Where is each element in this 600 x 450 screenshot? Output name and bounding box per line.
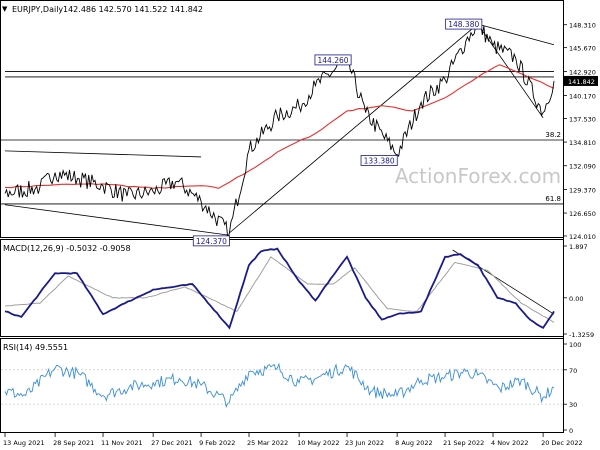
moving-average-line [4, 64, 555, 189]
time-axis: 13 Aug 2021 28 Sep 2021 11 Nov 2021 27 Dec … [3, 433, 583, 447]
time-axis-label: 25 Mar 2022 [247, 439, 288, 447]
swing-price-label-box [445, 18, 483, 30]
macd-panel [4, 247, 555, 330]
rsi-panel [1, 362, 563, 408]
price-axis-label: 142.920 [569, 69, 596, 77]
price-axis-label: 145.670 [569, 45, 596, 53]
time-axis-label: 20 Dec 2022 [541, 439, 583, 447]
time-axis-label: 8 Aug 2022 [395, 439, 433, 447]
price-axis-label: 134.810 [569, 139, 596, 147]
symbol-label: EURJPY,Daily [12, 5, 63, 14]
swing-price-label-box [192, 235, 230, 247]
price-axis-label: 129.370 [569, 186, 596, 194]
fibonacci-level-label: 61.8 [545, 195, 561, 203]
signal-line [4, 256, 555, 323]
rsi-axis: 100 70 30 0 [563, 341, 581, 435]
macd-axis-label: -1.3259 [569, 331, 594, 339]
price-panel-frame [0, 0, 564, 238]
rsi-title: RSI(14) 49.5551 [3, 343, 68, 352]
macd-axis: 1.897 0.00 -1.3259 [563, 243, 594, 339]
time-axis-label: 9 Feb 2022 [199, 439, 235, 447]
macd-axis-label: 0.00 [569, 295, 583, 303]
rsi-axis-label: 30 [569, 401, 577, 409]
price-axis: 148.310 145.670 142.920 140.170 137.530 134.8… [563, 22, 598, 241]
time-axis-label: 27 Dec 2021 [151, 439, 193, 447]
rsi-axis-label: 0 [569, 427, 573, 435]
rsi-axis-label: 100 [569, 341, 581, 349]
swing-price-label: 124.370 [196, 237, 227, 246]
price-axis-label: 126.650 [569, 210, 596, 218]
time-axis-label: 28 Sep 2021 [53, 439, 94, 447]
trendline [477, 23, 555, 46]
macd-title: MACD(12,26,9) -0.5032 -0.9058 [3, 244, 131, 253]
rsi-line [4, 362, 555, 408]
time-axis-label: 11 Nov 2021 [101, 439, 143, 447]
swing-price-label-box [360, 155, 398, 166]
trendline [4, 204, 230, 236]
dropdown-triangle-icon[interactable]: ▼ [2, 5, 8, 13]
price-panel: 38.2 61.8 148.380 144.260 133.380 124.370 [1, 18, 563, 247]
chart-header: ▼ EURJPY,Daily 142.486 142.570 141.522 1… [2, 5, 203, 14]
macd-line [4, 247, 555, 330]
swing-price-label: 144.260 [318, 56, 349, 65]
price-axis-label: 137.530 [569, 115, 596, 123]
time-axis-label: 21 Sep 2022 [443, 439, 484, 447]
time-axis-label: 10 May 2022 [297, 439, 339, 447]
current-price-box [564, 75, 598, 86]
rsi-panel-frame [0, 338, 564, 433]
fibonacci-level-label: 38.2 [545, 131, 561, 139]
price-axis-label: 124.010 [569, 233, 596, 241]
price-axis-label: 132.090 [569, 163, 596, 171]
trendline [4, 150, 202, 158]
time-axis-label: 23 Jun 2022 [345, 439, 384, 447]
swing-price-label-box [314, 54, 352, 66]
time-axis-label: 4 Nov 2022 [491, 439, 529, 447]
time-axis-label: 13 Aug 2021 [3, 439, 45, 447]
swing-price-label: 133.380 [364, 157, 395, 166]
panel-frames [0, 0, 564, 433]
macd-axis-label: 1.897 [569, 243, 588, 251]
trendline [229, 23, 479, 234]
rsi-axis-label: 70 [569, 367, 577, 375]
price-axis-label: 140.170 [569, 92, 596, 100]
price-axis-label: 148.310 [569, 22, 596, 30]
current-price-label: 141.842 [568, 78, 595, 86]
price-line [4, 22, 555, 240]
macd-panel-frame [0, 239, 564, 337]
ohlc-label: 142.486 142.570 141.522 141.842 [63, 5, 203, 14]
watermark: ActionForex.com [395, 164, 561, 188]
swing-price-label: 148.380 [448, 20, 479, 29]
